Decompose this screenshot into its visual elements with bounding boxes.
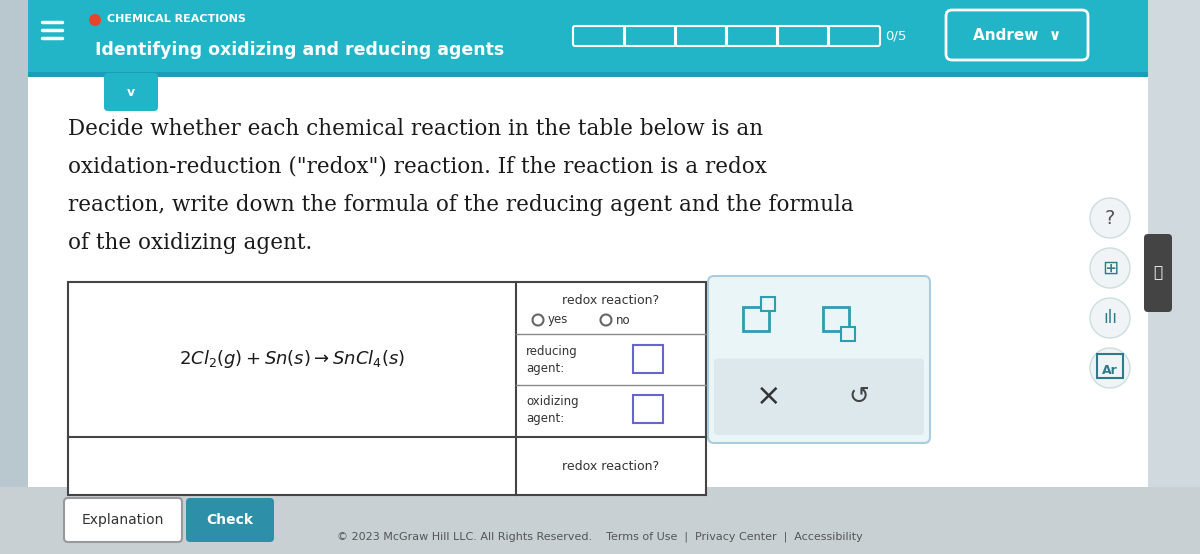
Text: of the oxidizing agent.: of the oxidizing agent. xyxy=(68,232,312,254)
FancyBboxPatch shape xyxy=(708,276,930,443)
FancyBboxPatch shape xyxy=(761,297,775,311)
Circle shape xyxy=(1090,248,1130,288)
Text: oxidation-reduction ("redox") reaction. If the reaction is a redox: oxidation-reduction ("redox") reaction. … xyxy=(68,156,767,178)
Circle shape xyxy=(1090,198,1130,238)
Text: Ar: Ar xyxy=(1102,363,1118,377)
FancyBboxPatch shape xyxy=(64,498,182,542)
FancyBboxPatch shape xyxy=(1148,0,1200,554)
Circle shape xyxy=(89,14,101,26)
Text: reaction, write down the formula of the reducing agent and the formula: reaction, write down the formula of the … xyxy=(68,194,853,216)
Text: CHEMICAL REACTIONS: CHEMICAL REACTIONS xyxy=(107,14,246,24)
Text: Andrew  ∨: Andrew ∨ xyxy=(973,28,1061,43)
FancyBboxPatch shape xyxy=(28,72,1148,77)
Text: Explanation: Explanation xyxy=(82,513,164,527)
Text: ılı: ılı xyxy=(1103,309,1117,327)
FancyBboxPatch shape xyxy=(634,345,662,373)
Text: ⊞: ⊞ xyxy=(1102,259,1118,278)
Text: yes: yes xyxy=(548,314,569,326)
FancyBboxPatch shape xyxy=(841,327,854,341)
Text: redox reaction?: redox reaction? xyxy=(563,294,660,306)
Text: Decide whether each chemical reaction in the table below is an: Decide whether each chemical reaction in… xyxy=(68,118,763,140)
Text: Check: Check xyxy=(206,513,253,527)
Text: $2Cl_2(g) + Sn(s) \rightarrow SnCl_4(s)$: $2Cl_2(g) + Sn(s) \rightarrow SnCl_4(s)$ xyxy=(179,348,406,371)
Text: © 2023 McGraw Hill LLC. All Rights Reserved.    Terms of Use  |  Privacy Center : © 2023 McGraw Hill LLC. All Rights Reser… xyxy=(337,532,863,542)
FancyBboxPatch shape xyxy=(1144,234,1172,312)
Text: no: no xyxy=(616,314,631,326)
Circle shape xyxy=(1090,348,1130,388)
Text: ×: × xyxy=(756,382,781,411)
Text: redox reaction?: redox reaction? xyxy=(563,459,660,473)
FancyBboxPatch shape xyxy=(714,358,924,435)
Text: reducing
agent:: reducing agent: xyxy=(526,345,577,375)
Text: ?: ? xyxy=(1105,208,1115,228)
Text: v: v xyxy=(127,85,136,99)
FancyBboxPatch shape xyxy=(0,487,1200,554)
Text: oxidizing
agent:: oxidizing agent: xyxy=(526,395,578,425)
FancyBboxPatch shape xyxy=(186,498,274,542)
FancyBboxPatch shape xyxy=(68,282,706,495)
Circle shape xyxy=(1090,298,1130,338)
FancyBboxPatch shape xyxy=(0,0,28,554)
FancyBboxPatch shape xyxy=(28,72,1148,487)
FancyBboxPatch shape xyxy=(634,395,662,423)
FancyBboxPatch shape xyxy=(104,73,158,111)
FancyBboxPatch shape xyxy=(28,0,1148,72)
Text: Identifying oxidizing and reducing agents: Identifying oxidizing and reducing agent… xyxy=(95,41,504,59)
Text: ↺: ↺ xyxy=(848,385,870,409)
Text: 〈: 〈 xyxy=(1153,265,1163,280)
Text: 0/5: 0/5 xyxy=(886,29,906,43)
